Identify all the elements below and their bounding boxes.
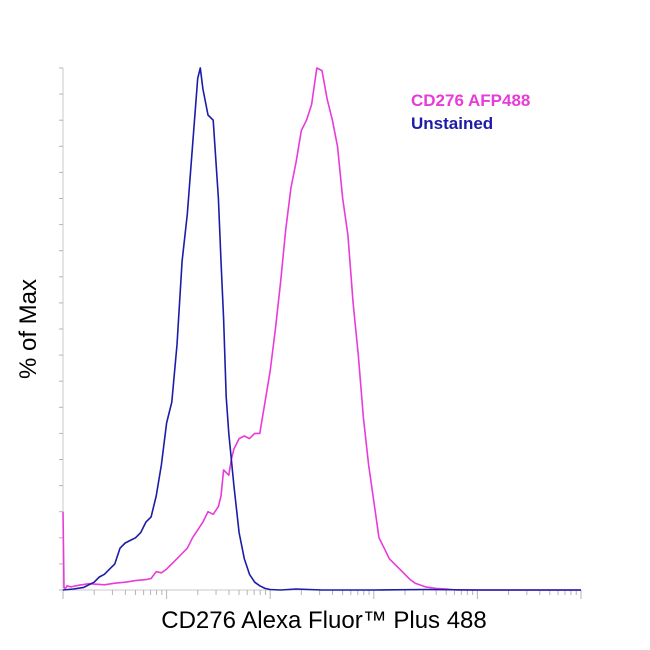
x-axis-title: CD276 Alexa Fluor™ Plus 488 — [161, 607, 487, 634]
legend-label-unstained: Unstained — [411, 114, 493, 133]
y-axis-ticks — [59, 67, 63, 591]
axes — [59, 67, 582, 599]
x-axis-ticks — [62, 590, 582, 599]
y-axis-title: % of Max — [15, 279, 42, 379]
series-lines — [62, 67, 581, 591]
legend: CD276 AFP488 Unstained — [411, 91, 530, 133]
series-line-cd276-afp488 — [62, 67, 581, 591]
series-line-unstained — [62, 67, 581, 591]
legend-label-cd276-afp488: CD276 AFP488 — [411, 91, 530, 110]
